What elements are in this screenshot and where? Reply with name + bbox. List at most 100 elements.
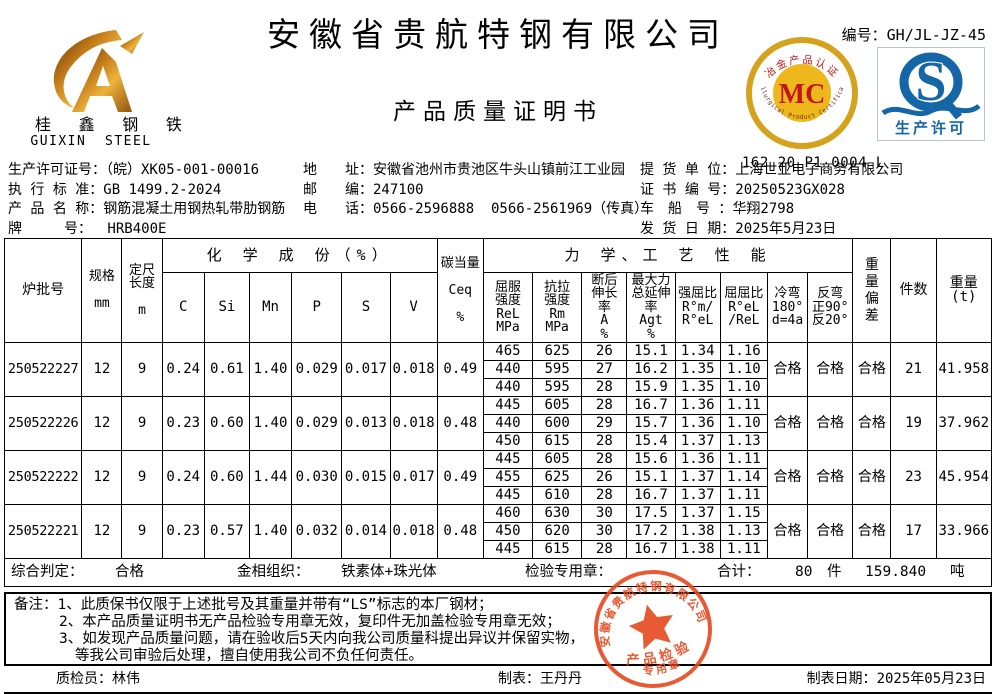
- standard-label: 执 行 标 准：: [8, 181, 104, 198]
- col-header-spec: 规格 mm: [81, 238, 123, 343]
- reverse-bend-cell: 合格: [807, 342, 854, 397]
- mech-value-cell: 15.1: [626, 468, 676, 487]
- batch-sub-row: 445 610 28 16.7 1.37 1.11: [5, 486, 992, 505]
- chem-value-cell: 0.24: [161, 342, 205, 397]
- pieces-cell: 19: [890, 396, 937, 451]
- col-header-cold-bend: 冷弯 180° d=4a: [766, 272, 809, 343]
- grade-label: 牌 号：: [8, 220, 85, 237]
- ship-date-value: 2025年5月23日: [735, 220, 837, 237]
- mech-value-cell: 15.7: [626, 414, 676, 433]
- grade-row: 牌 号： HRB400E: [8, 220, 300, 240]
- zip-label: 邮 编：: [303, 181, 373, 198]
- chem-value-cell: 0.029: [291, 342, 343, 397]
- col-header-reverse-bend: 反弯 正90° 反20°: [807, 272, 854, 343]
- weight-cell: 33.966: [935, 504, 993, 559]
- pieces-cell: 23: [890, 450, 937, 505]
- total-weight-unit: 吨: [950, 564, 965, 580]
- mech-value-cell: 28: [581, 432, 628, 451]
- col-header-ceq: 碳当量 Ceq %: [436, 238, 484, 343]
- weight-dev-cell: 合格: [852, 396, 892, 451]
- mech-value-cell: 17.2: [626, 522, 676, 541]
- note-text-1: 1、此质保书仅限于上述批号及其重量并带有“LS”标志的本厂钢材；: [57, 597, 493, 613]
- mech-value-cell: 450: [482, 522, 534, 541]
- licence-no-label: 生产许可证号：: [8, 162, 106, 178]
- licence-no-value: （皖）XK05-001-00016: [106, 162, 260, 178]
- pieces-cell: 17: [890, 504, 937, 559]
- inspector-item: 质检员：林伟: [56, 666, 140, 692]
- mech-value-cell: 15.1: [626, 342, 676, 361]
- chem-value-cell: 0.032: [291, 504, 343, 559]
- col-header-length: 定尺 长度 m: [121, 238, 163, 343]
- mech-value-cell: 455: [482, 468, 534, 487]
- col-header-v: V: [389, 272, 438, 343]
- spec-cell: 12: [81, 504, 123, 559]
- mech-value-cell: 29: [581, 414, 628, 433]
- note-line-4: 等我公司审验后处理，擅自使用我公司不负任何责任。: [75, 648, 423, 664]
- mech-value-cell: 450: [482, 432, 534, 451]
- chem-value-cell: 0.030: [291, 450, 343, 505]
- consignee-value: 上海世亚电子商务有限公司: [735, 162, 904, 178]
- chem-value-cell: 0.61: [203, 342, 250, 397]
- tabulator-label: 制表：: [498, 671, 540, 687]
- col-header-mn: Mn: [248, 272, 293, 343]
- batch-sub-row: 450 615 28 15.4 1.37 1.13: [5, 432, 992, 451]
- col-header-s: S: [341, 272, 391, 343]
- mech-value-cell: 595: [532, 360, 583, 379]
- mech-value-cell: 28: [581, 486, 628, 505]
- mech-value-cell: 15.9: [626, 378, 676, 397]
- guixin-logo-icon: [53, 30, 144, 112]
- batch-sub-row: 250522226 12 9 0.23 0.60 1.40 0.029 0.013 0.018 0…: [3, 396, 993, 451]
- chem-value-cell: 0.23: [161, 504, 205, 559]
- mech-value-cell: 1.36: [674, 396, 721, 415]
- length-cell: 9: [121, 396, 163, 451]
- total-weight: 159.840: [865, 564, 927, 580]
- cold-bend-cell: 合格: [766, 396, 809, 451]
- weight-cell: 37.962: [935, 396, 993, 451]
- mech-value-cell: 1.36: [674, 450, 721, 469]
- mech-value-cell: 1.11: [719, 396, 768, 415]
- consignee-row: 提 货 单 位：上海世亚电子商务有限公司: [640, 161, 992, 181]
- guixin-logo: 桂 鑫 钢 铁 GUIXIN STEEL: [26, 26, 182, 150]
- pieces-cell: 21: [890, 342, 937, 397]
- note-line-3: 3、如发现产品质量问题，请在验收后5天内向我公司质量科提出异议并保留实物，: [59, 631, 584, 647]
- mech-value-cell: 16.7: [626, 540, 676, 559]
- mech-value-cell: 1.14: [719, 468, 768, 487]
- summary-row: 综合判定： 合格 金相组织： 铁素体+珠光体 检验专用章： 合计： 80 件 1…: [4, 558, 992, 587]
- weight-cell: 41.958: [935, 342, 993, 397]
- mech-value-cell: 26: [581, 468, 628, 487]
- total-label: 合计：: [717, 564, 761, 580]
- mech-value-cell: 610: [532, 486, 583, 505]
- inspector-label: 质检员：: [56, 671, 112, 687]
- note-line-2: 2、本产品质量证明书无产品检验专用章无效，复印件无加盖检验专用章无效；: [59, 614, 561, 630]
- mech-value-cell: 1.10: [719, 360, 768, 379]
- chem-value-cell: 0.24: [161, 450, 205, 505]
- heat-no-cell: 250522227: [3, 342, 83, 397]
- mc-certification-badge: 冶金产品认证 Metallurgical Product Certificati…: [742, 31, 884, 171]
- sq-letter: S: [915, 51, 946, 113]
- col-header-p: P: [291, 272, 343, 343]
- mech-value-cell: 1.11: [719, 486, 768, 505]
- mech-value-cell: 15.6: [626, 450, 676, 469]
- weight-dev-cell: 合格: [852, 504, 892, 559]
- info-column-right: 提 货 单 位：上海世亚电子商务有限公司 证 书 编 号：20250523GX0…: [640, 161, 992, 239]
- cert-no-value: 20250523GX028: [735, 181, 845, 198]
- col-header-pieces: 件数: [890, 238, 937, 343]
- production-licence-badge: S 生产许可: [877, 47, 985, 145]
- mech-value-cell: 615: [532, 540, 583, 559]
- serial-label: 编号：: [841, 26, 887, 44]
- ceq-cell: 0.49: [436, 342, 484, 397]
- chem-value-cell: 1.40: [248, 396, 293, 451]
- length-cell: 9: [121, 450, 163, 505]
- col-header-heat-no: 炉批号: [3, 238, 83, 343]
- standard-value: GB 1499.2-2024: [103, 181, 222, 198]
- tabulator-name: 王丹丹: [540, 671, 582, 687]
- overall-judgement-label: 综合判定：: [11, 564, 84, 580]
- batch-sub-row: 445 615 28 16.7 1.38 1.11: [5, 540, 992, 559]
- chem-value-cell: 1.44: [248, 450, 293, 505]
- mech-value-cell: 595: [532, 378, 583, 397]
- mech-value-cell: 630: [532, 504, 583, 523]
- chem-value-cell: 1.40: [248, 504, 293, 559]
- mech-value-cell: 1.35: [674, 360, 721, 379]
- tabulator-item: 制表：王丹丹: [498, 666, 582, 692]
- mech-value-cell: 605: [532, 450, 583, 469]
